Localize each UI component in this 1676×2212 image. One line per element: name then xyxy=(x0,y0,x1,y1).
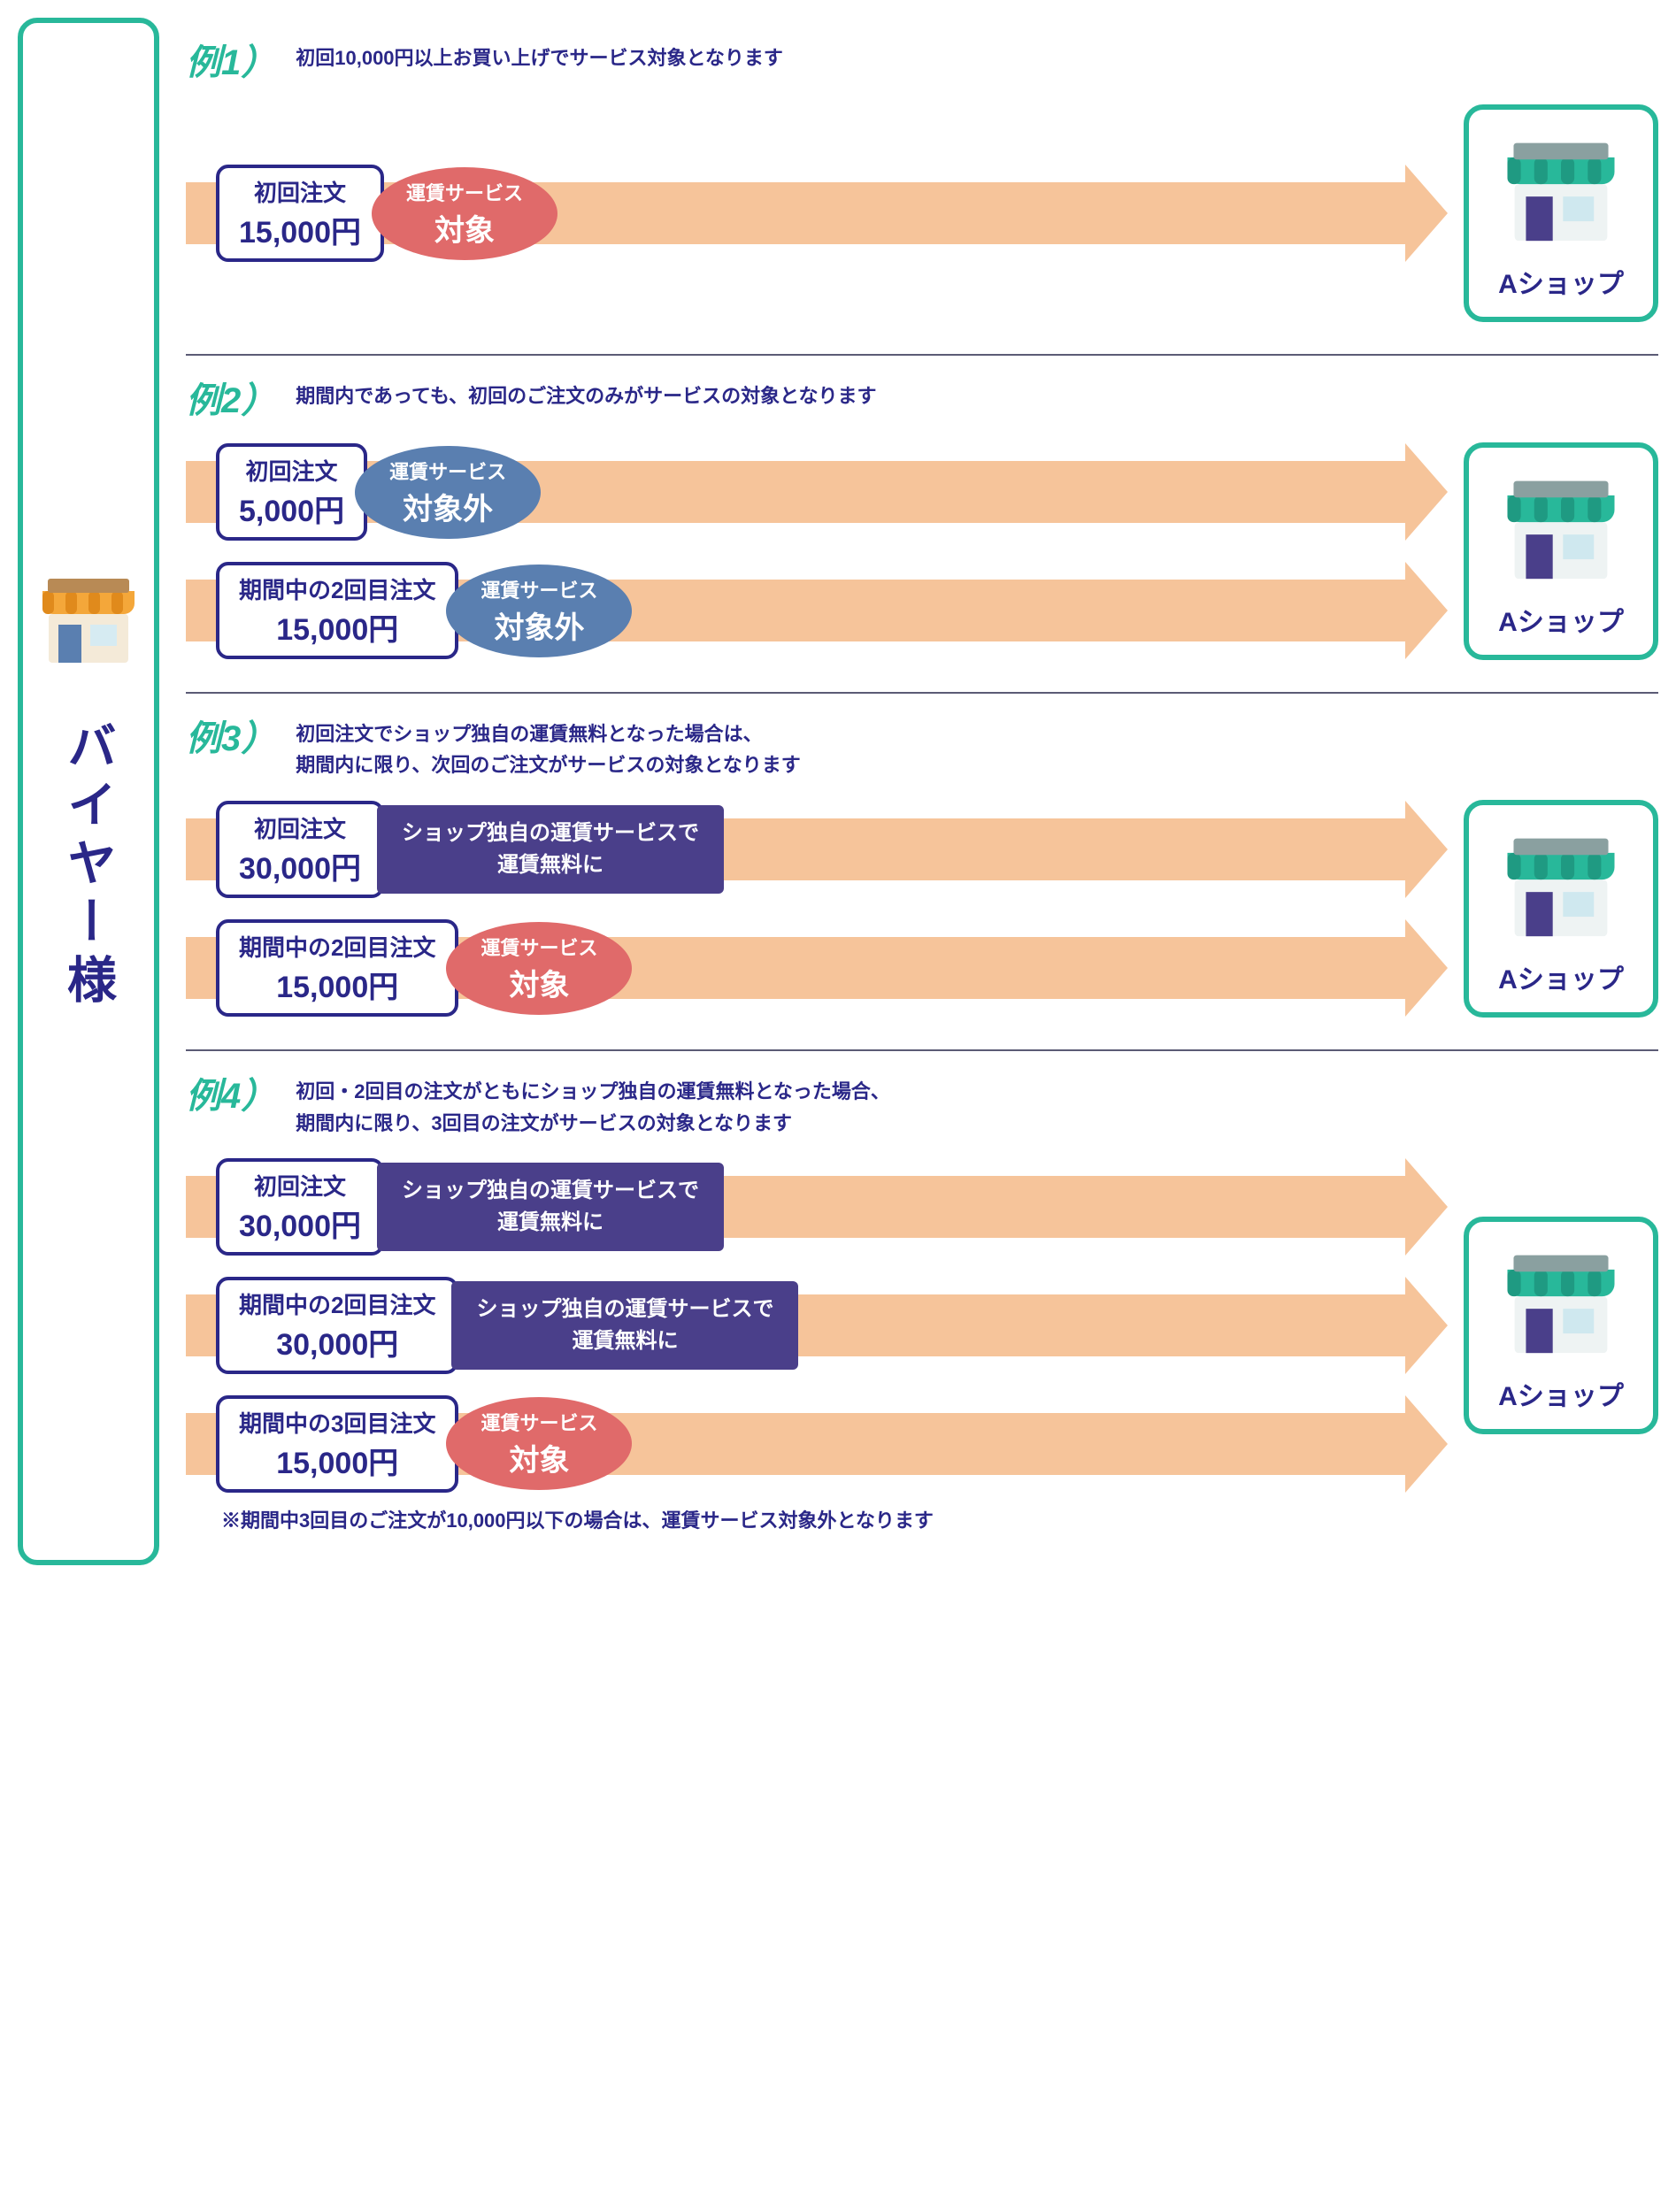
shop-name-label: Aショップ xyxy=(1498,957,1624,996)
example-description: 期間内であっても、初回のご注文のみがサービスの対象となります xyxy=(296,372,876,411)
example-2: 例2） 期間内であっても、初回のご注文のみがサービスの対象となります 初回注文 … xyxy=(186,356,1658,694)
example-number: 例2） xyxy=(186,372,280,423)
order-amount-box: 期間中の2回目注文 30,000円 xyxy=(216,1277,458,1374)
buyer-label: バイヤー様 xyxy=(53,720,125,1012)
shop-name-label: Aショップ xyxy=(1498,262,1624,301)
order-amount-box: 期間中の3回目注文 15,000円 xyxy=(216,1395,458,1493)
order-arrow-row: 初回注文 30,000円 ショップ独自の運賃サービスで運賃無料に xyxy=(186,801,1448,898)
order-arrow-row: 初回注文 15,000円 運賃サービス 対象 xyxy=(186,165,1448,262)
shop-card: Aショップ xyxy=(1464,104,1658,322)
service-target-badge: 運賃サービス 対象 xyxy=(372,167,557,260)
example-description: 初回10,000円以上お買い上げでサービス対象となります xyxy=(296,34,783,73)
shop-card: Aショップ xyxy=(1464,442,1658,660)
buyer-shop-icon xyxy=(35,570,142,667)
service-not-target-badge: 運賃サービス 対象外 xyxy=(355,446,541,539)
example-number: 例3） xyxy=(186,710,280,761)
order-arrow-row: 期間中の2回目注文 30,000円 ショップ独自の運賃サービスで運賃無料に xyxy=(186,1277,1448,1374)
order-arrow-row: 期間中の2回目注文 15,000円 運賃サービス 対象外 xyxy=(186,562,1448,659)
shop-free-shipping-badge: ショップ独自の運賃サービスで運賃無料に xyxy=(451,1281,798,1370)
shop-name-label: Aショップ xyxy=(1498,1374,1624,1413)
service-target-badge: 運賃サービス 対象 xyxy=(446,1397,632,1490)
example-4: 例4） 初回・2回目の注文がともにショップ独自の運賃無料となった場合、期間内に限… xyxy=(186,1051,1658,1564)
order-amount-box: 初回注文 30,000円 xyxy=(216,1158,384,1256)
service-target-badge: 運賃サービス 対象 xyxy=(446,922,632,1015)
order-amount-box: 初回注文 5,000円 xyxy=(216,443,367,541)
order-arrow-row: 期間中の2回目注文 15,000円 運賃サービス 対象 xyxy=(186,919,1448,1017)
shop-card: Aショップ xyxy=(1464,1217,1658,1434)
example-footnote: ※期間中3回目のご注文が10,000円以下の場合は、運賃サービス対象外となります xyxy=(186,1505,1658,1533)
example-number: 例1） xyxy=(186,34,280,85)
shipping-service-diagram: バイヤー様 例1） 初回10,000円以上お買い上げでサービス対象となります 初… xyxy=(18,18,1658,1565)
example-3: 例3） 初回注文でショップ独自の運賃無料となった場合は、期間内に限り、次回のご注… xyxy=(186,694,1658,1051)
example-description: 初回注文でショップ独自の運賃無料となった場合は、期間内に限り、次回のご注文がサー… xyxy=(296,710,800,780)
order-arrow-row: 初回注文 30,000円 ショップ独自の運賃サービスで運賃無料に xyxy=(186,1158,1448,1256)
shop-card: Aショップ xyxy=(1464,800,1658,1018)
order-amount-box: 期間中の2回目注文 15,000円 xyxy=(216,919,458,1017)
example-description: 初回・2回目の注文がともにショップ独自の運賃無料となった場合、期間内に限り、3回… xyxy=(296,1067,890,1138)
shop-icon xyxy=(1499,471,1623,584)
shop-name-label: Aショップ xyxy=(1498,600,1624,639)
service-not-target-badge: 運賃サービス 対象外 xyxy=(446,565,632,657)
example-number: 例4） xyxy=(186,1067,280,1118)
buyer-column: バイヤー様 xyxy=(18,18,159,1565)
example-1: 例1） 初回10,000円以上お買い上げでサービス対象となります 初回注文 15… xyxy=(186,18,1658,356)
shop-icon xyxy=(1499,133,1623,246)
examples-column: 例1） 初回10,000円以上お買い上げでサービス対象となります 初回注文 15… xyxy=(186,18,1658,1565)
order-arrow-row: 初回注文 5,000円 運賃サービス 対象外 xyxy=(186,443,1448,541)
shop-icon xyxy=(1499,1245,1623,1358)
order-arrow-row: 期間中の3回目注文 15,000円 運賃サービス 対象 xyxy=(186,1395,1448,1493)
order-amount-box: 初回注文 15,000円 xyxy=(216,165,384,262)
order-amount-box: 初回注文 30,000円 xyxy=(216,801,384,898)
shop-free-shipping-badge: ショップ独自の運賃サービスで運賃無料に xyxy=(377,1163,724,1251)
shop-free-shipping-badge: ショップ独自の運賃サービスで運賃無料に xyxy=(377,805,724,894)
shop-icon xyxy=(1499,828,1623,941)
order-amount-box: 期間中の2回目注文 15,000円 xyxy=(216,562,458,659)
